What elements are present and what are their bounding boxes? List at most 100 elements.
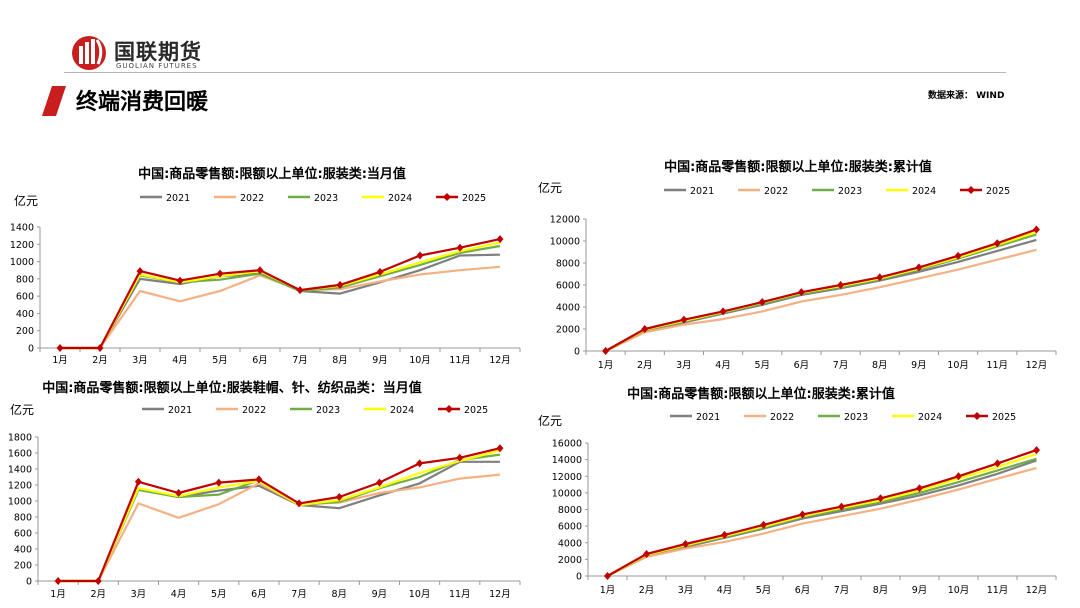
legend-label: 2022 [770,412,794,423]
data-point-2025 [758,298,766,307]
legend-label: 2023 [844,412,868,423]
data-point-2025 [416,459,424,468]
series-line-2024 [60,241,501,350]
x-tick-label: 9月 [372,589,388,600]
data-point-2025 [375,478,383,487]
data-point-2025 [295,499,303,508]
legend-item-2021: 2021 [142,405,192,416]
series-line-2021 [605,238,1037,352]
data-point-2025 [682,539,689,548]
y-tick-label: 14000 [552,455,582,466]
x-tick-label: 2月 [639,585,655,596]
data-point-2025 [721,530,728,539]
legend-item-2021: 2021 [140,193,190,204]
legend-item-2022: 2022 [216,405,266,416]
y-tick-label: 1800 [8,433,32,444]
x-tick-label: 1月 [600,585,616,596]
data-point-2025 [134,477,142,486]
data-point-2025 [496,235,504,244]
data-point-2025 [54,577,62,585]
x-tick-label: 8月 [331,589,347,600]
x-tick-label: 8月 [872,360,888,371]
y-tick-label: 1000 [8,497,32,508]
legend-marker [443,193,451,201]
x-tick-label: 1月 [50,589,66,600]
legend-item-2025: 2025 [436,193,486,204]
y-tick-label: 0 [28,344,34,355]
y-tick-label: 2000 [556,325,580,336]
logo-mark-icon [72,36,106,70]
legend-label: 2023 [316,405,340,416]
y-axis-unit: 亿元 [538,180,562,195]
data-point-2025 [877,494,884,503]
x-tick-label: 11月 [449,355,471,366]
x-tick-label: 4月 [717,585,733,596]
x-tick-label: 10月 [409,355,431,366]
legend-item-2025: 2025 [966,412,1016,423]
chart-title: 中国:商品零售额:限额以上单位:服装类:当月值 [138,166,406,182]
x-tick-label: 11月 [449,589,471,600]
legend-item-2024: 2024 [886,186,936,197]
y-tick-label: 10000 [550,237,580,248]
x-tick-label: 6月 [251,589,267,600]
data-point-2025 [641,325,649,333]
series-line-2021 [607,459,1037,577]
y-tick-label: 2000 [558,555,582,566]
x-tick-label: 12月 [489,589,511,600]
y-axis-unit: 亿元 [538,413,562,428]
data-point-2025 [797,288,805,297]
legend-label: 2022 [242,405,266,416]
legend-item-2023: 2023 [818,412,868,423]
x-tick-label: 6月 [795,585,811,596]
data-point-2025 [1032,225,1040,234]
y-tick-label: 4000 [556,303,580,314]
data-point-2025 [216,269,224,278]
data-point-2025 [719,307,727,316]
x-tick-label: 7月 [292,355,308,366]
y-tick-label: 1200 [8,481,32,492]
legend-item-2023: 2023 [288,193,338,204]
legend-item-2022: 2022 [214,193,264,204]
data-point-2025 [994,459,1001,468]
x-tick-label: 9月 [372,355,388,366]
series-line-2024 [58,449,501,583]
legend-label: 2021 [166,193,190,204]
legend-label: 2022 [240,193,264,204]
y-tick-label: 400 [14,545,32,556]
legend-label: 2025 [464,405,488,416]
chart-title: 中国:商品零售额:限额以上单位:服装类:累计值 [627,386,895,402]
data-point-2025 [256,266,264,275]
data-point-2025 [954,251,962,260]
x-tick-label: 7月 [834,585,850,596]
y-tick-label: 12000 [550,215,580,226]
y-tick-label: 16000 [552,439,582,450]
y-tick-label: 200 [16,326,34,337]
data-point-2025 [456,243,464,252]
data-point-2025 [838,502,845,511]
x-tick-label: 10月 [947,360,969,371]
legend-item-2021: 2021 [664,186,714,197]
data-point-2025 [175,489,183,497]
y-tick-label: 600 [14,529,32,540]
data-point-2025 [296,286,304,295]
y-tick-label: 12000 [552,472,582,483]
data-point-2025 [916,484,923,493]
legend-marker [973,412,981,420]
legend-item-2025: 2025 [438,405,488,416]
data-point-2025 [416,251,424,260]
legend-marker [967,186,975,194]
x-tick-label: 12月 [489,355,511,366]
x-tick-label: 9月 [912,585,928,596]
series-line-2025 [605,228,1037,352]
legend-label: 2023 [314,193,338,204]
x-tick-label: 4月 [172,355,188,366]
legend-item-2024: 2024 [364,405,414,416]
x-tick-label: 2月 [637,360,653,371]
data-point-2025 [837,281,845,289]
data-point-2025 [176,276,184,285]
x-tick-label: 11月 [986,360,1008,371]
y-tick-label: 0 [576,572,582,583]
